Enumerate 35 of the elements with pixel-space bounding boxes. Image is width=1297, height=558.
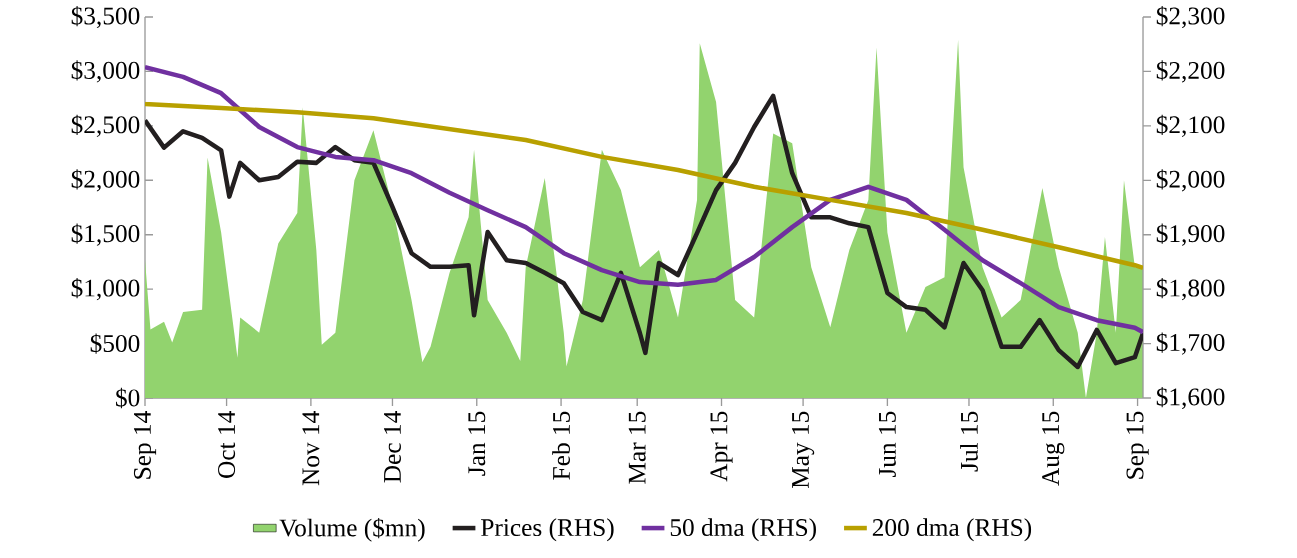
x-tick-label: Jun 15 <box>878 411 896 478</box>
x-tick-label: Sep 14 <box>133 411 157 479</box>
y-tick-label: $500 <box>90 333 140 354</box>
legend-label: Volume ($mn) <box>279 517 425 542</box>
legend-label: Prices (RHS) <box>481 518 614 542</box>
legend-label: 50 dma (RHS) <box>670 518 816 542</box>
y2-tick-label: $1,800 <box>1156 278 1225 301</box>
x-tick-label: Apr 15 <box>710 411 733 482</box>
y-tick-label: $2,000 <box>71 169 140 192</box>
y-tick-label: $3,000 <box>71 60 140 83</box>
y2-tick-label: $2,100 <box>1156 114 1225 137</box>
y2-tick-label: $1,900 <box>1156 223 1225 246</box>
x-tick-label: Mar 15 <box>628 411 646 484</box>
x-tick-label: May 15 <box>792 411 815 489</box>
x-tick-label: Jul 15 <box>960 411 978 472</box>
x-tick-label: Aug 15 <box>1042 411 1065 486</box>
x-tick-label: Jan 15 <box>468 411 486 476</box>
y2-tick-label: $2,200 <box>1156 60 1225 83</box>
x-tick-label: Dec 14 <box>383 411 401 483</box>
y-tick-label: $1,000 <box>71 278 140 301</box>
x-tick-label: Oct 14 <box>218 411 236 478</box>
legend-label: 200 dma (RHS) <box>872 518 1032 542</box>
y2-tick-label: $1,600 <box>1156 386 1225 410</box>
y-tick-label: $3,500 <box>71 5 140 29</box>
line-series <box>145 93 1144 370</box>
line-series <box>145 64 1144 335</box>
y2-tick-label: $2,300 <box>1156 5 1225 29</box>
y2-tick-label: $2,000 <box>1156 169 1225 192</box>
x-tick-label: Nov 14 <box>302 411 320 486</box>
y-tick-label: $2,500 <box>71 114 140 137</box>
y2-tick-label: $1,700 <box>1156 332 1225 355</box>
y-tick-label: $1,500 <box>71 223 140 246</box>
x-tick-label: Sep 15 <box>1126 411 1149 479</box>
y-tick-label: $0 <box>116 387 140 409</box>
x-tick-label: Feb 15 <box>552 411 570 480</box>
